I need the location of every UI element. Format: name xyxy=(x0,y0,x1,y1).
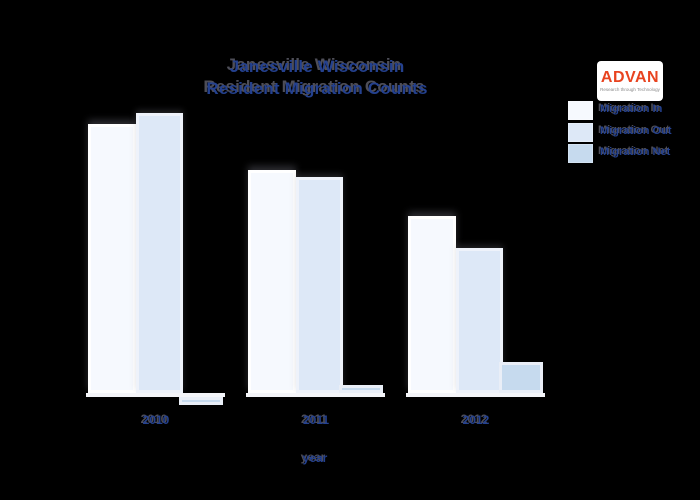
legend-swatch-migration-net xyxy=(568,144,593,163)
x-tick-label-2012: 2012 xyxy=(462,413,490,427)
advan-logo: ADVAN Research through Technology xyxy=(597,61,663,101)
advan-logo-tagline: Research through Technology xyxy=(600,87,660,92)
legend-swatch-migration-out xyxy=(568,123,593,142)
chart-title-line1: Janesville Wisconsin xyxy=(229,57,405,76)
bar-migration-net-2012 xyxy=(499,362,543,393)
advan-logo-text: ADVAN xyxy=(600,69,660,86)
x-tick-label-2010: 2010 xyxy=(142,413,170,427)
legend-label-migration-out: Migration Out xyxy=(600,125,672,137)
baseline-2010 xyxy=(86,393,225,397)
legend-swatch-migration-in xyxy=(568,101,593,120)
bar-migration-out-2010 xyxy=(136,113,183,393)
bar-migration-out-2012 xyxy=(456,248,503,393)
bar-migration-in-2010 xyxy=(88,124,136,393)
x-axis-title: year xyxy=(302,451,328,465)
chart-title-line2: Resident Migration Counts xyxy=(206,79,428,98)
bar-migration-in-2012 xyxy=(408,216,456,393)
x-tick-label-2011: 2011 xyxy=(302,413,330,427)
baseline-2012 xyxy=(406,393,545,397)
bar-migration-out-2011 xyxy=(296,177,343,393)
baseline-2011 xyxy=(246,393,385,397)
legend-label-migration-net: Migration Net xyxy=(600,146,671,158)
chart-title: Janesville Wisconsin Resident Migration … xyxy=(117,56,517,100)
bar-migration-net-2010 xyxy=(179,397,223,405)
bar-migration-net-2011 xyxy=(339,385,383,393)
legend-label-migration-in: Migration In xyxy=(600,103,663,115)
bar-migration-in-2011 xyxy=(248,170,296,393)
